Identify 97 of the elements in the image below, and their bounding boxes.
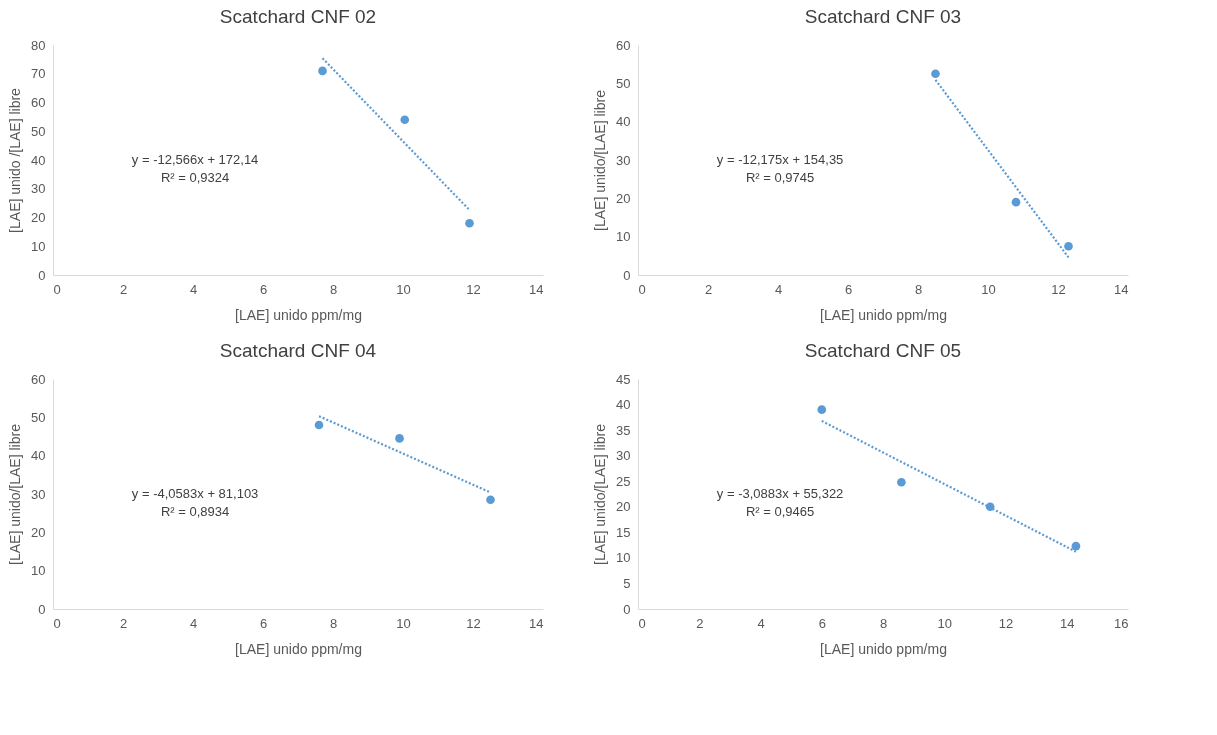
annotation: y = -12,566x + 172,14 <box>131 152 259 167</box>
y-axis-title: [LAE] unido /[LAE] libre <box>7 87 24 233</box>
x-tick-label: 0 <box>638 281 646 297</box>
point <box>395 434 404 443</box>
x-tick-label: 0 <box>53 615 61 631</box>
y-tick-label: 10 <box>616 229 631 245</box>
y-axis-title: [LAE] unido/[LAE] libre <box>7 423 24 565</box>
x-tick-label: 12 <box>998 615 1014 631</box>
x-tick-label: 4 <box>774 281 783 297</box>
y-tick-label: 20 <box>31 524 46 540</box>
chart-title: Scatchard CNF 05 <box>804 340 962 361</box>
x-tick-label: 6 <box>844 281 853 297</box>
y-tick-label: 40 <box>31 152 46 168</box>
y-tick-label: 45 <box>616 371 631 387</box>
x-tick-label: 8 <box>329 615 338 631</box>
x-tick-label: 8 <box>329 281 338 297</box>
x-tick-label: 2 <box>696 615 704 631</box>
annotation: R² = 0,8934 <box>160 504 230 519</box>
x-axis-title: [LAE] unido ppm/mg <box>820 640 947 657</box>
y-tick-label: 30 <box>31 486 46 502</box>
y-tick-label: 60 <box>31 95 46 110</box>
x-tick-label: 14 <box>529 281 544 297</box>
x-tick-label: 4 <box>189 615 198 631</box>
point <box>465 218 474 228</box>
x-tick-label: 10 <box>396 281 411 297</box>
x-tick-label: 2 <box>119 281 128 297</box>
x-axis-title: [LAE] unido ppm/mg <box>235 306 362 323</box>
y-tick-label: 35 <box>616 422 631 438</box>
x-tick-label: 14 <box>1060 615 1075 631</box>
chart-title: Scatchard CNF 02 <box>219 6 377 27</box>
x-tick-label: 14 <box>1114 281 1129 297</box>
x-tick-label: 6 <box>818 615 826 631</box>
x-tick-label: 6 <box>259 615 268 631</box>
x-tick-label: 12 <box>466 281 481 297</box>
x-tick-label: 6 <box>259 281 268 297</box>
y-tick-label: 50 <box>31 123 46 139</box>
x-tick-label: 14 <box>529 615 544 631</box>
y-tick-label: 25 <box>616 473 631 489</box>
x-tick-label: 4 <box>189 281 198 297</box>
x-tick-label: 10 <box>937 615 952 631</box>
annotation: R² = 0,9745 <box>745 170 815 185</box>
y-tick-label: 50 <box>616 75 631 91</box>
x-tick-label: 16 <box>1114 615 1129 631</box>
chart-title: Scatchard CNF 03 <box>804 6 962 27</box>
y-tick-label: 20 <box>616 499 631 515</box>
x-tick-label: 4 <box>757 615 765 631</box>
point <box>1064 241 1073 251</box>
x-axis-title: [LAE] unido ppm/mg <box>820 306 947 323</box>
y-tick-label: 40 <box>616 114 631 130</box>
y-tick-label: 10 <box>31 238 46 254</box>
y-tick-label: 40 <box>616 397 631 413</box>
y-tick-label: 50 <box>31 409 46 425</box>
point <box>817 405 827 414</box>
y-tick-label: 30 <box>616 152 631 168</box>
y-tick-label: 15 <box>616 524 631 540</box>
y-tick-label: 30 <box>616 448 631 464</box>
point <box>1011 197 1021 207</box>
x-tick-label: 8 <box>914 281 923 297</box>
chart-title: Scatchard CNF 04 <box>219 340 377 361</box>
y-tick-label: 0 <box>38 601 46 617</box>
y-axis-title: [LAE] unido/[LAE] libre <box>592 89 609 231</box>
x-tick-label: 12 <box>466 615 481 631</box>
x-axis-title: [LAE] unido ppm/mg <box>235 640 362 657</box>
annotation: y = -12,175x + 154,35 <box>716 152 844 167</box>
y-tick-label: 60 <box>31 371 46 387</box>
y-tick-label: 10 <box>616 550 631 566</box>
y-tick-label: 0 <box>623 267 631 283</box>
x-tick-label: 10 <box>981 281 996 297</box>
x-tick-label: 0 <box>638 615 646 631</box>
point <box>1071 541 1081 551</box>
y-axis-title: [LAE] unido/[LAE] libre <box>592 423 609 565</box>
y-tick-label: 20 <box>616 190 631 206</box>
x-tick-label: 0 <box>53 281 61 297</box>
x-tick-label: 8 <box>879 615 888 631</box>
y-tick-label: 0 <box>623 601 631 617</box>
x-tick-label: 2 <box>119 615 128 631</box>
y-tick-label: 60 <box>616 37 631 53</box>
point <box>486 495 495 505</box>
y-tick-label: 20 <box>31 210 46 225</box>
y-tick-label: 70 <box>31 66 46 82</box>
x-tick-label: 12 <box>1051 281 1066 297</box>
y-tick-label: 5 <box>623 575 631 591</box>
point <box>318 66 327 76</box>
point <box>931 69 940 79</box>
annotation: y = -3,0883x + 55,322 <box>716 486 844 501</box>
annotation: R² = 0,9324 <box>160 170 230 185</box>
annotation: y = -4,0583x + 81,103 <box>131 486 259 501</box>
x-tick-label: 2 <box>704 281 713 297</box>
point <box>897 477 906 487</box>
y-tick-label: 40 <box>31 448 46 464</box>
y-tick-label: 10 <box>31 563 46 579</box>
y-tick-label: 30 <box>31 181 46 197</box>
y-tick-label: 0 <box>38 267 46 283</box>
y-tick-label: 80 <box>31 37 46 53</box>
x-tick-label: 10 <box>396 615 411 631</box>
point <box>400 115 410 125</box>
annotation: R² = 0,9465 <box>745 504 815 519</box>
